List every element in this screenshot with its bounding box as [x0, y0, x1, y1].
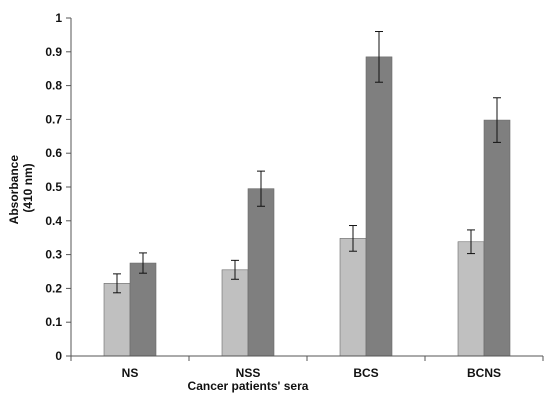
- bar-series-1: [339, 238, 367, 357]
- bar-series-2: [129, 262, 157, 357]
- y-axis-title-line-1: Absorbance: [7, 155, 21, 225]
- bar-series-2: [365, 56, 393, 357]
- x-category-label: BCNS: [467, 366, 501, 380]
- bar-series-1: [457, 241, 485, 357]
- y-tick-label: 0.8: [45, 79, 62, 93]
- error-bar-marks: [113, 31, 501, 294]
- y-axis-title: Absorbance (410 nm): [7, 152, 35, 225]
- y-tick-label: 0.1: [45, 315, 62, 329]
- y-tick-label: 0.3: [45, 248, 62, 262]
- y-tick-label: 0.7: [45, 112, 62, 126]
- x-axis-ticks: [70, 356, 544, 361]
- y-tick-label: 0.5: [45, 180, 62, 194]
- x-axis-title: Cancer patients' sera: [188, 379, 309, 393]
- y-tick-label: 0: [55, 349, 62, 363]
- y-tick-label: 0.4: [45, 214, 62, 228]
- x-category-label: BCS: [353, 366, 378, 380]
- y-axis-title-line-2: (410 nm): [21, 163, 35, 212]
- y-tick-label: 0.9: [45, 45, 62, 59]
- bar-series-1: [103, 283, 131, 357]
- y-tick-label: 1: [55, 11, 62, 25]
- y-tick-label: 0.6: [45, 146, 62, 160]
- y-axis-ticks: 0 0.1 0.2 0.3 0.4 0.5 0.6 0.7 0.8 0.9 1: [45, 11, 71, 363]
- bar-marks: [103, 56, 511, 357]
- x-category-label: NS: [122, 366, 139, 380]
- x-category-label: NSS: [236, 366, 261, 380]
- bar-series-1: [221, 269, 249, 357]
- x-axis-category-labels: NS NSS BCS BCNS: [122, 366, 501, 380]
- y-tick-label: 0.2: [45, 281, 62, 295]
- bar-series-2: [247, 188, 275, 357]
- bar-series-2: [483, 119, 511, 357]
